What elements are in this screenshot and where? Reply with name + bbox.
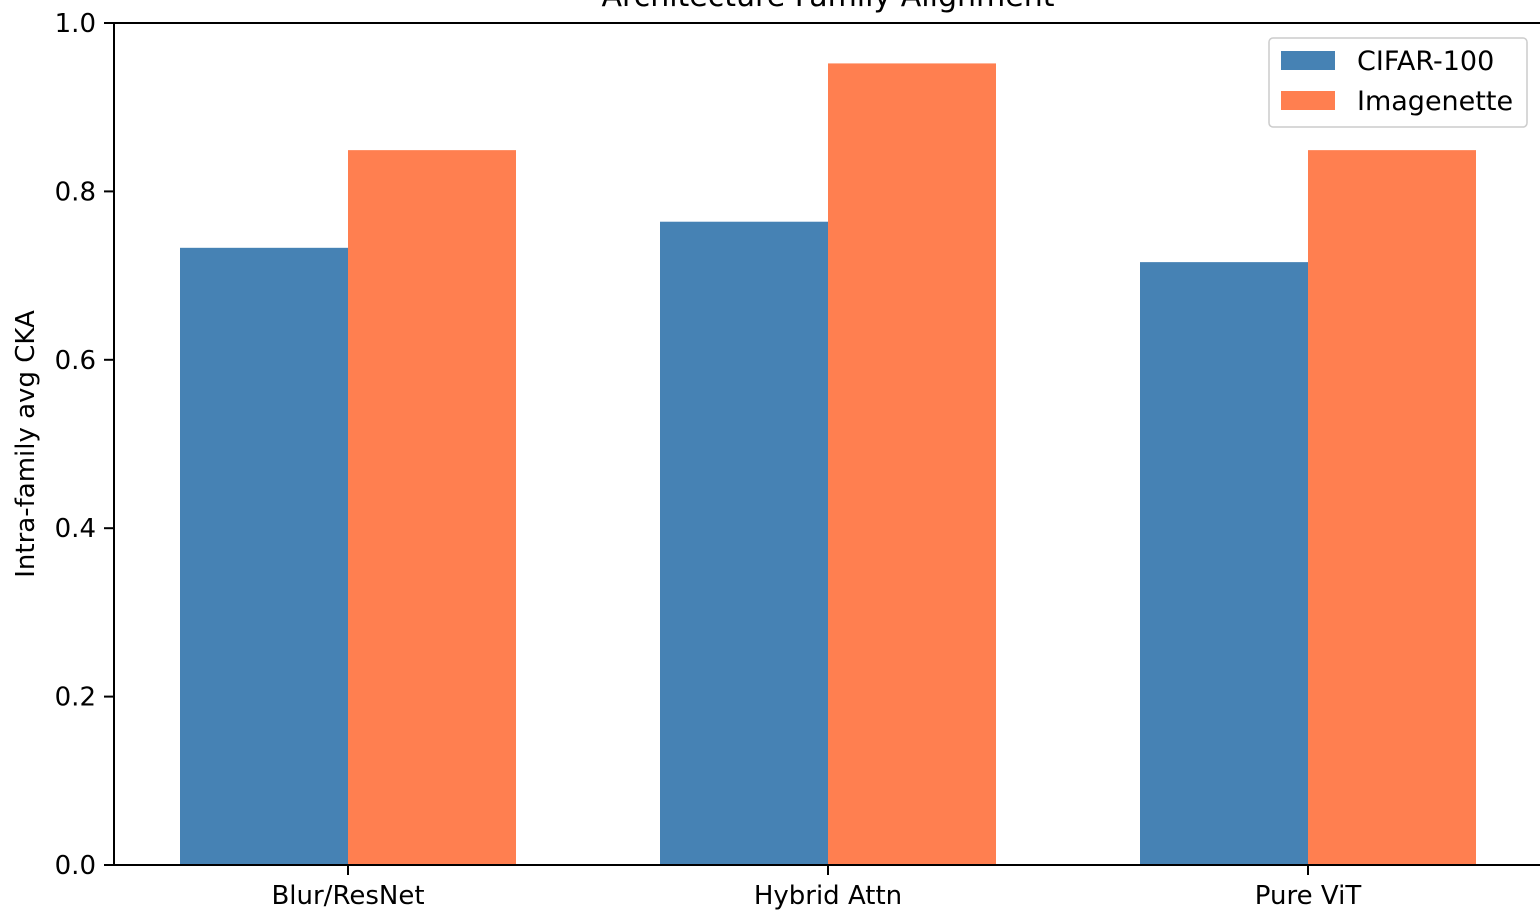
x-tick-label: Hybrid Attn (754, 881, 902, 911)
y-tick-label: 0.8 (55, 177, 96, 207)
bar-pure-vit-imagenette (1308, 150, 1476, 866)
bar-hybrid-attn-cifar-100 (660, 221, 828, 865)
legend-label-cifar-100: CIFAR-100 (1357, 46, 1494, 77)
y-ticks-group: 0.0 0.2 0.4 0.6 0.8 1.0 (55, 9, 114, 881)
y-tick-label: 0.2 (55, 683, 96, 713)
y-tick-label: 0.0 (55, 851, 96, 881)
chart-title: Architecture Family Alignment (602, 0, 1055, 14)
y-tick-label: 0.6 (55, 346, 96, 376)
bar-pure-vit-cifar-100 (1140, 262, 1308, 865)
legend-swatch-imagenette (1281, 91, 1335, 110)
y-tick-label: 0.4 (55, 514, 96, 544)
y-axis-label: Intra-family avg CKA (11, 310, 41, 578)
x-tick-label: Blur/ResNet (271, 881, 424, 911)
y-tick-label: 1.0 (55, 9, 96, 39)
legend: CIFAR-100 Imagenette (1268, 37, 1528, 128)
x-tick-label: Pure ViT (1255, 881, 1362, 911)
bars-group (180, 63, 1476, 866)
bar-blur-resnet-cifar-100 (180, 247, 348, 866)
x-ticks-group: Blur/ResNet Hybrid Attn Pure ViT (271, 865, 1361, 911)
bar-hybrid-attn-imagenette (828, 63, 996, 865)
legend-label-imagenette: Imagenette (1357, 86, 1513, 117)
bar-blur-resnet-imagenette (348, 150, 516, 866)
legend-swatch-cifar-100 (1281, 51, 1335, 70)
